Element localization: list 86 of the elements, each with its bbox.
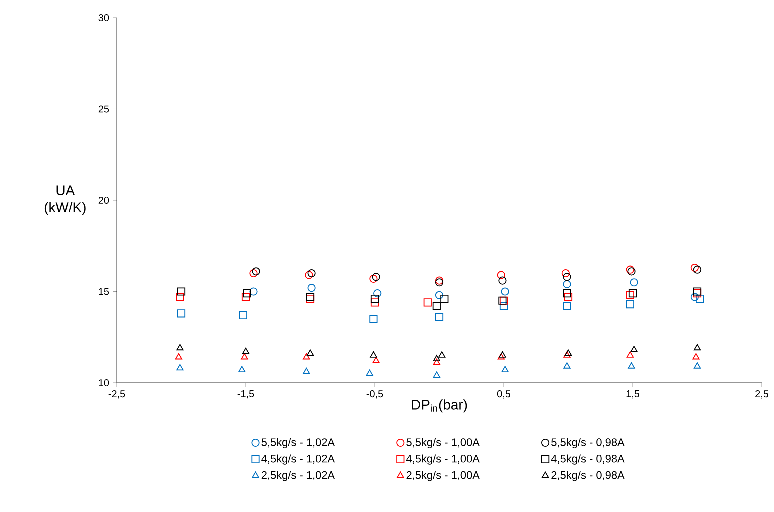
x-axis-title: DP$_{in}$(bar): [412, 400, 468, 413]
point: [564, 293, 573, 302]
point: [370, 295, 380, 304]
point: [435, 291, 444, 300]
point: [370, 274, 378, 284]
point: [370, 315, 378, 324]
y-tick-label: 20: [98, 196, 110, 204]
point: [626, 291, 634, 300]
point: [694, 362, 702, 369]
point: [563, 273, 572, 282]
point: [497, 271, 506, 280]
point: [252, 268, 260, 276]
point: [628, 362, 636, 369]
point: [306, 350, 314, 356]
legend-label: 2,5kg/s - 1,02A: [262, 471, 336, 482]
x-tick-label: -1,5: [238, 390, 254, 399]
point: [563, 290, 572, 298]
point: [176, 364, 184, 371]
point: [626, 352, 634, 358]
point: [626, 300, 634, 309]
legend-label: 5,5kg/s - 0,98A: [552, 438, 625, 448]
y-tick-label: 30: [98, 14, 110, 22]
point: [372, 357, 380, 364]
point: [692, 353, 700, 360]
point: [308, 269, 316, 278]
point: [696, 295, 704, 304]
point: [303, 368, 310, 374]
point: [303, 353, 310, 360]
x-tick-label: 2,5: [756, 390, 769, 399]
point: [308, 284, 316, 292]
point: [501, 288, 510, 296]
point: [176, 344, 184, 351]
point: [370, 352, 378, 358]
point: [175, 353, 182, 360]
point: [564, 362, 571, 369]
legend-label: 4,5kg/s - 1,00A: [406, 454, 480, 465]
point: [690, 293, 699, 302]
point: [242, 348, 250, 354]
legend-label: 2,5kg/s - 1,00A: [406, 471, 480, 482]
point: [440, 295, 449, 304]
point: [433, 358, 440, 366]
point: [424, 298, 432, 307]
point: [239, 311, 248, 320]
point: [243, 290, 252, 298]
legend-label: 2,5kg/s - 0,98A: [552, 471, 625, 482]
point: [238, 366, 246, 372]
x-tick-label: 0,5: [497, 390, 511, 399]
point: [176, 293, 184, 302]
point: [366, 370, 374, 376]
point: [374, 290, 382, 298]
point: [241, 353, 248, 360]
point: [693, 266, 702, 274]
point: [250, 288, 258, 296]
point: [562, 269, 570, 278]
y-tick-label: 10: [99, 379, 110, 387]
point: [630, 346, 638, 352]
point: [502, 366, 509, 372]
point: [500, 302, 508, 310]
point: [630, 278, 638, 287]
point: [250, 269, 258, 278]
legend-label: 5,5kg/s - 1,02A: [262, 438, 336, 448]
point: [177, 288, 186, 296]
point: [433, 372, 440, 378]
x-tick-label: 1,5: [626, 390, 640, 399]
point: [628, 290, 638, 298]
point: [372, 273, 380, 282]
legend-label: 4,5kg/s - 0,98A: [551, 454, 625, 465]
y-tick-label: 25: [98, 106, 110, 113]
point: [435, 313, 444, 322]
x-tick-label: -2,5: [108, 390, 126, 399]
y-tick-label: 15: [99, 288, 110, 296]
point: [694, 344, 702, 351]
point: [305, 271, 314, 280]
point: [438, 352, 446, 358]
legend-label: 4,5kg/s - 1,02A: [262, 454, 336, 465]
point: [563, 302, 572, 310]
point: [432, 302, 441, 310]
point: [177, 310, 186, 318]
point: [242, 293, 250, 302]
y-axis-title: UA (kW/K): [44, 186, 86, 216]
point: [433, 355, 440, 362]
point: [498, 276, 507, 285]
legend-label: 5,5kg/s - 1,00A: [406, 438, 480, 448]
x-tick-label: -0,5: [366, 390, 384, 399]
point: [563, 280, 572, 288]
point: [690, 264, 699, 272]
